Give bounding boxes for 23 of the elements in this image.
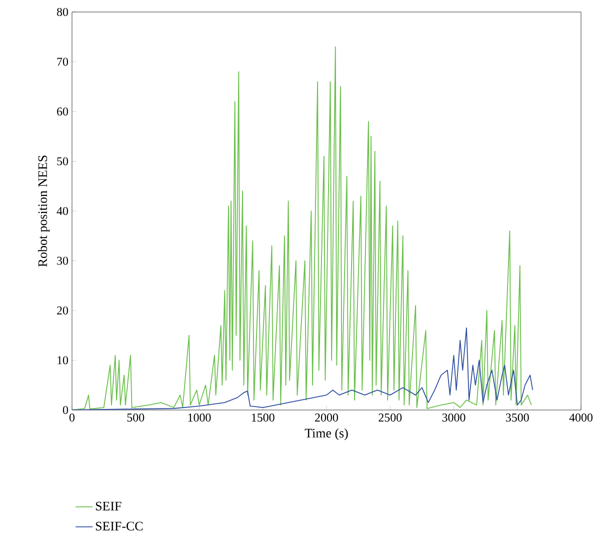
x-tick-label: 3000 <box>442 414 466 422</box>
x-tick-label: 2500 <box>378 414 402 422</box>
x-tick-label: 500 <box>127 414 144 422</box>
legend-label: SEIF-CC <box>96 522 143 530</box>
y-tick-label: 20 <box>57 306 68 315</box>
x-axis-title: Time (s) <box>304 428 348 440</box>
y-tick-label: 70 <box>57 58 68 66</box>
x-tick-label: 0 <box>69 414 75 422</box>
y-tick-label: 60 <box>57 107 68 116</box>
y-tick-label: 0 <box>62 406 68 414</box>
x-tick-label: 4000 <box>569 414 592 422</box>
x-tick-label: 2000 <box>315 414 338 422</box>
x-tick-label: 1500 <box>252 414 274 422</box>
y-tick-label: 80 <box>56 8 68 16</box>
y-tick-label: 30 <box>57 256 68 265</box>
x-tick-label: 1000 <box>188 414 211 422</box>
legend-label: SEIF <box>96 502 122 510</box>
x-tick-label: 3500 <box>506 414 529 422</box>
y-tick-label: 50 <box>57 157 68 166</box>
line-series <box>72 46 532 410</box>
y-tick-label: 40 <box>56 206 68 216</box>
y-tick-label: 10 <box>58 356 68 364</box>
y-axis-title: Robot position NEES <box>38 156 50 267</box>
